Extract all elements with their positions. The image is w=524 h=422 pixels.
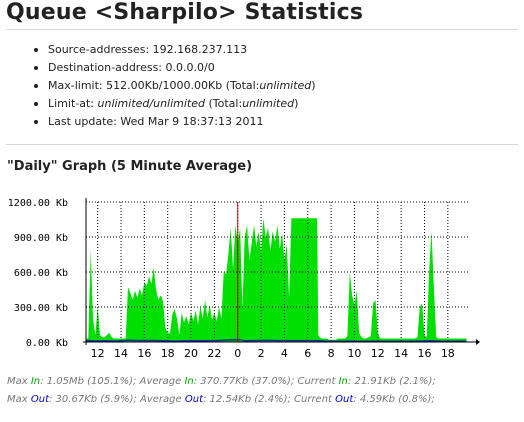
info-value: Wed Mar 9 18:37:13 2011 [120,115,264,128]
info-value: 192.168.237.113 [152,43,248,56]
x-tick-label: 18 [441,347,455,360]
legend-out-stats: Max Out: 30.67Kb (5.9%); Average Out: 12… [7,394,435,405]
info-value: 512.00Kb/1000.00Kb [106,79,223,92]
x-tick-label: 12 [91,347,105,360]
info-label: Destination-address: [48,61,163,74]
x-tick-label: 2 [258,347,265,360]
x-tick-label: 10 [347,347,361,360]
info-label: Max-limit: [48,79,103,92]
y-tick-label: 300.00 Kb [14,303,68,314]
info-last-update: Last update: Wed Mar 9 18:37:13 2011 [0,113,316,131]
legend-text: : 1.05Mb (105.1%); Average [40,376,185,387]
x-tick-label: 12 [371,347,385,360]
x-tick-label: 14 [394,347,408,360]
info-total-value: unlimited [242,97,295,110]
legend-series-name: In [184,376,194,387]
info-limit-at: Limit-at: unlimited/unlimited (Total:unl… [0,95,316,113]
page-title: Queue <Sharpilo> Statistics [6,0,364,25]
info-max-limit: Max-limit: 512.00Kb/1000.00Kb (Total:unl… [0,77,316,95]
legend-text: : 12.54Kb (2.4%); Current [203,394,336,405]
section-divider [6,144,518,145]
y-tick-label: 1200.00 Kb [8,198,68,209]
info-label: Last update: [48,115,117,128]
legend-text: : 4.59Kb (0.8%); [353,394,435,405]
x-tick-label: 4 [281,347,288,360]
x-tick-label: 14 [114,347,128,360]
info-total-suffix: ) [294,97,299,110]
series-in-area [86,218,467,342]
y-tick-label: 0.00 Kb [26,338,68,349]
info-total-prefix: (Total: [225,79,260,92]
daily-traffic-graph: 1200.00 Kb 900.00 Kb 600.00 Kb 300.00 Kb 0.0… [8,198,480,360]
series-out-line [85,338,467,343]
info-value: unlimited/unlimited [97,97,206,110]
legend-text: Max [7,394,31,405]
legend-series-name: Out [184,394,203,405]
title-divider [6,29,518,30]
info-source-addresses: Source-addresses: 192.168.237.113 [0,41,316,59]
legend-series-name: Out [335,394,354,405]
y-tick-label: 900.00 Kb [14,233,68,244]
legend-in-stats: Max In: 1.05Mb (105.1%); Average In: 370… [7,376,436,387]
x-tick-label: 6 [304,347,311,360]
x-tick-label: 16 [137,347,151,360]
info-total-value: unlimited [259,79,312,92]
info-value: 0.0.0.0/0 [165,61,215,74]
legend-series-name: In [30,376,41,387]
x-tick-label: 20 [184,347,198,360]
legend-series-name: In [338,376,348,387]
y-tick-label: 600.00 Kb [14,268,68,279]
legend-text: : 30.67Kb (5.9%); Average [49,394,185,405]
x-tick-label: 22 [207,347,221,360]
x-tick-label: 0 [234,347,241,360]
x-tick-label: 16 [417,347,431,360]
info-label: Limit-at: [48,97,94,110]
legend-text: Max [7,376,31,387]
x-tick-label: 18 [161,347,175,360]
legend-text: : 21.91Kb (2.1%); [347,376,436,387]
legend-series-name: Out [30,394,49,405]
info-total-suffix: ) [311,79,316,92]
info-total-prefix: (Total: [208,97,243,110]
queue-info-list: Source-addresses: 192.168.237.113 Destin… [0,41,316,131]
info-destination-address: Destination-address: 0.0.0.0/0 [0,59,316,77]
x-tick-label: 8 [328,347,335,360]
info-label: Source-addresses: [48,43,150,56]
graph-title: "Daily" Graph (5 Minute Average) [7,159,253,174]
legend-text: : 370.77Kb (37.0%); Current [193,376,339,387]
x-axis-arrow [476,339,480,345]
